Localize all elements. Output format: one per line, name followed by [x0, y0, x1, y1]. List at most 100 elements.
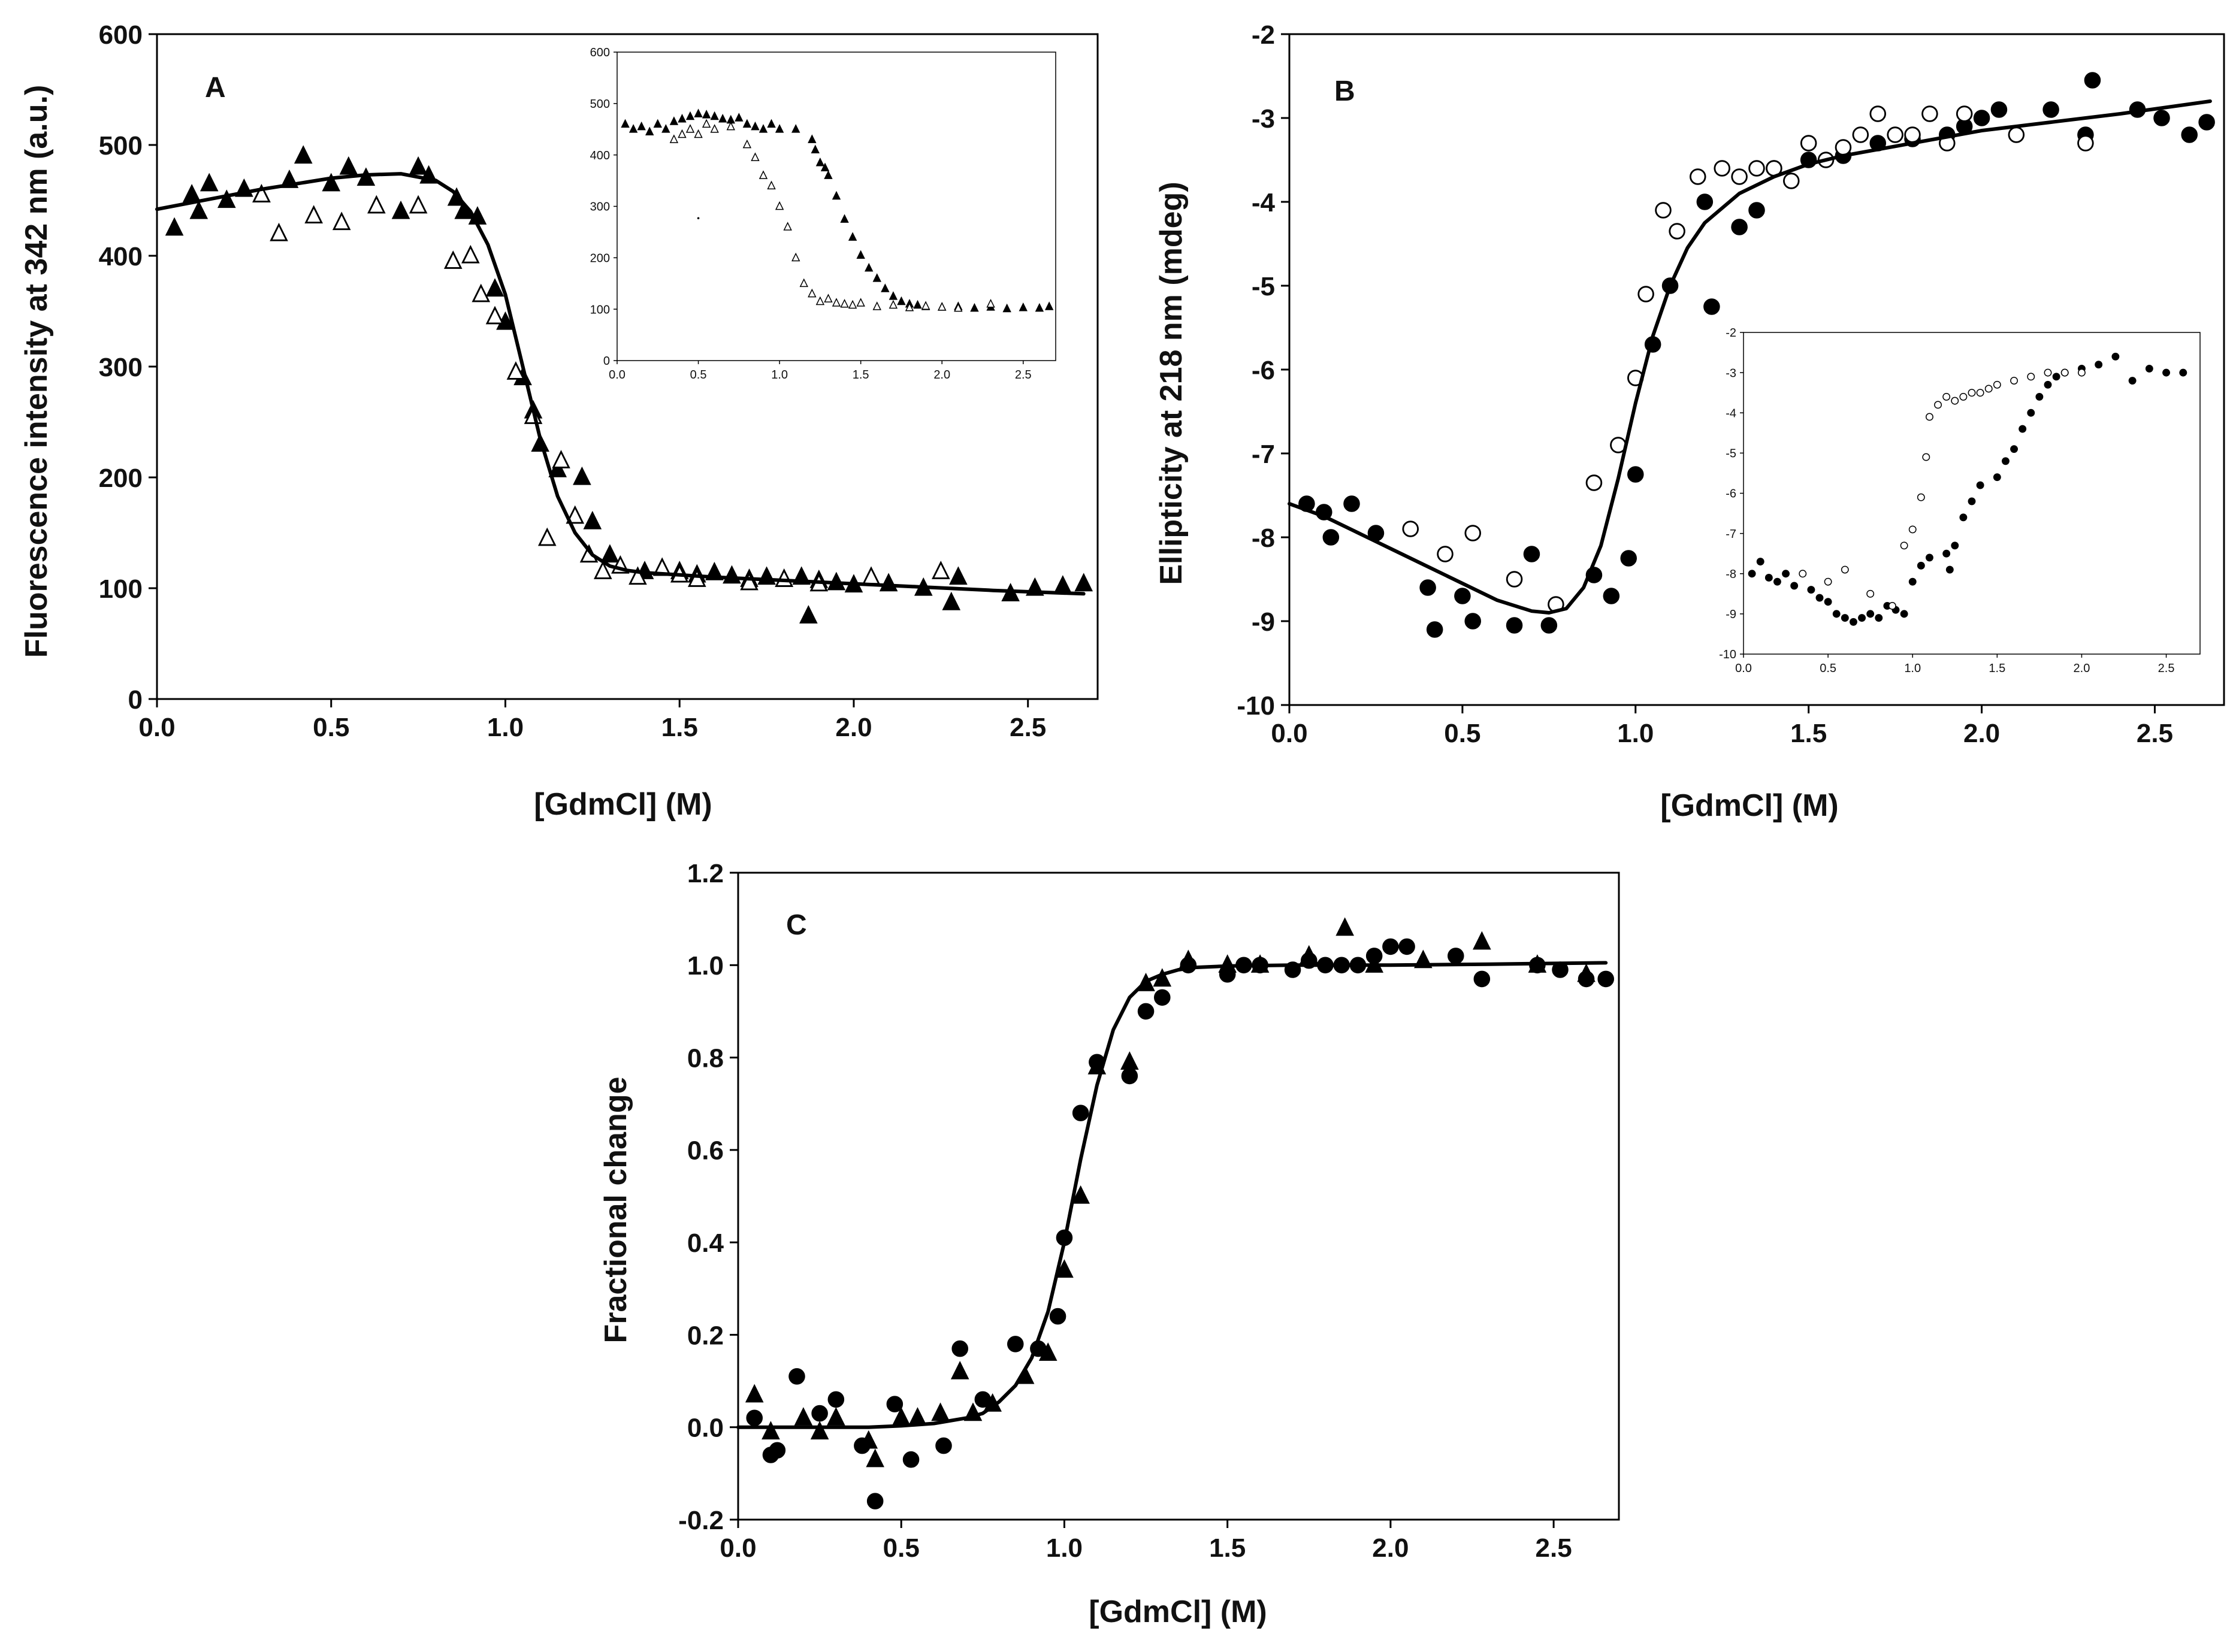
panel-b-inset-series-open-circles-point: [1917, 493, 1925, 501]
panel-c-series-filled-triangles-point: [1120, 1051, 1139, 1070]
panel-a-inset-series-isolated-point: [697, 217, 700, 220]
panel-a-y-axis-title: Fluorescence intensity at 342 nm (a.u.): [19, 85, 54, 658]
panel-b-inset-series-filled-circles-point: [1815, 594, 1824, 602]
panel-a-inset-x-tick-label: 0.0: [609, 368, 626, 382]
panel-a-inset-y-tick-label: 300: [590, 201, 610, 214]
panel-a-inset-series-open-triangles-point: [742, 139, 752, 149]
panel-a-y-tick-label: 300: [99, 353, 143, 382]
panel-c-x-tick-label: 0.5: [883, 1533, 920, 1563]
panel-c-y-tick-label: -0.2: [678, 1506, 724, 1535]
panel-a-series-open-triangles-point: [740, 571, 759, 591]
panel-b-series-filled-circles-point: [1343, 495, 1360, 512]
panel-b-y-tick-label: -3: [1252, 104, 1275, 134]
panel-c-series-filled-triangles-point: [827, 1407, 845, 1426]
panel-b-series-open-circles-point: [1852, 126, 1869, 143]
panel-b-inset-series-open-circles-point: [1866, 589, 1875, 598]
panel-a-label: A: [205, 72, 226, 104]
panel-a-inset-series-filled-triangles-point: [759, 124, 768, 133]
panel-a-inset-y-tick-label: 200: [590, 252, 610, 265]
panel-c-y-tick-label: 0.8: [687, 1043, 724, 1073]
panel-b-y-tick-label: -6: [1252, 356, 1275, 385]
panel-c-series-filled-circles-point: [886, 1396, 904, 1412]
panel-a-inset-background: [617, 52, 1056, 361]
panel-b-x-tick-label: 1.0: [1617, 719, 1654, 748]
panel-c-series-filled-circles-point: [1137, 1003, 1155, 1020]
panel-a-inset-series-filled-triangles-point: [694, 108, 703, 117]
panel-b-inset-x-tick-label: 0.5: [1820, 662, 1836, 675]
panel-c-series-filled-triangles-point: [762, 1421, 780, 1440]
panel-c-y-tick-label: 1.2: [687, 859, 724, 888]
panel-b-inset-series-filled-circles-point: [1849, 618, 1857, 626]
panel-a-inset-series-filled-triangles-point: [742, 119, 752, 128]
panel-c-frame: [737, 872, 1620, 1521]
panel-b-y-tick-label: -5: [1252, 272, 1275, 301]
panel-b-series-filled-circles-point: [2084, 72, 2101, 89]
panel-b-inset-series-filled-circles-point: [1858, 614, 1866, 622]
panel-a-y-tick-label: 600: [99, 20, 143, 50]
panel-b-inset-x-tick-label: 2.0: [2074, 662, 2090, 675]
panel-b-y-tick-label: -2: [1252, 20, 1275, 50]
panel-b-inset-series-filled-circles-point: [1900, 610, 1908, 618]
panel-a-inset-series-filled-triangles-point: [848, 232, 857, 241]
panel-a-inset-y-tick-label: 100: [590, 303, 610, 316]
panel-a-inset: 0.0 0.5 1.0 1.5 2.0 2.5 0 100 200 300 400 500 600: [590, 46, 1056, 382]
panel-c-series-filled-circles-point: [746, 1409, 763, 1427]
panel-b-inset-series-open-circles-point: [1908, 525, 1917, 534]
panel-b-inset-series-filled-circles-point: [2035, 392, 2044, 401]
panel-a-inset-series-open-triangles-point: [669, 134, 679, 143]
panel-b-inset-y-tick-label: -2: [1726, 326, 1736, 340]
panel-b-inset-series-filled-circles: [1748, 352, 2187, 626]
panel-b-y-tick-label: -9: [1252, 607, 1275, 637]
panel-b-inset-series-filled-circles-point: [2145, 364, 2153, 373]
panel-c-series-fit-line: [736, 961, 1608, 1429]
panel-a-series-filled-triangles-point: [1074, 573, 1093, 592]
panel-a-series-open-triangles-point: [552, 450, 570, 468]
panel-a-inset-series-open-triangles-point: [799, 278, 808, 288]
panel-a-inset-series-filled-triangles-point: [1035, 302, 1044, 312]
panel-c-series-filled-triangles-point: [1300, 945, 1319, 964]
panel-a-inset-series-open-triangles-point: [791, 252, 800, 262]
panel-a-inset-x-tick-label: 2.5: [1015, 368, 1032, 382]
panel-a-inset-series-open-triangles-point: [986, 298, 995, 308]
panel-a-series-open-triangles-point: [252, 184, 271, 202]
panel-a-inset-series-filled-triangles-point: [645, 126, 654, 135]
panel-a-x-tick-label: 1.0: [487, 713, 524, 742]
panel-b-plot-area: 0.0 0.5 1.0 1.5 2.0 2.5 -10 -9 -8 -7 -6 -5 -4 -3 -2: [1237, 20, 2225, 748]
panel-b-series-filled-circles-point: [1990, 101, 2008, 118]
panel-a-inset-series-filled-triangles-point: [629, 124, 638, 133]
panel-b-inset-y-tick-label: -7: [1726, 528, 1736, 541]
panel-a-inset-series-filled-triangles-point: [897, 296, 906, 305]
panel-a-inset-series-filled-triangles-point: [808, 134, 817, 143]
panel-a-inset-x-tick-label: 2.0: [933, 368, 950, 382]
panel-c-label: C: [786, 909, 807, 941]
panel-c-series-filled-triangles-point: [745, 1384, 764, 1403]
panel-a-inset-series-open-triangles-point: [726, 121, 735, 131]
panel-a-inset-series-filled-triangles-point: [669, 116, 679, 125]
panel-b-series-filled-circles-point: [1540, 617, 1558, 634]
panel-a-inset-series-filled-triangles-point: [767, 119, 776, 128]
panel-b-series-filled-circles-point: [1523, 546, 1540, 562]
panel-a-inset-series-open-triangles: [669, 119, 995, 312]
panel-a-inset-y-tick-label: 600: [590, 46, 610, 59]
panel-a-series-open-triangles-point: [932, 561, 950, 579]
panel-c-x-tick-label: 1.0: [1046, 1533, 1083, 1563]
panel-a-inset-series-open-triangles-point: [767, 180, 776, 190]
panel-b-series-filled-circles-point: [1696, 193, 1714, 210]
panel-a-series-filled-triangles-point: [294, 145, 313, 164]
panel-c-series-filled-triangles-point: [1038, 1342, 1057, 1361]
panel-a-series-open-triangles-point: [332, 211, 351, 231]
panel-a-series-open-triangles-point: [566, 505, 585, 524]
panel-b-series-filled-circles-point: [1454, 588, 1471, 604]
panel-b-y-tick-label: -10: [1237, 691, 1275, 721]
panel-a-series-filled-triangles-point: [548, 458, 567, 477]
panel-b-inset-series-filled-circles-point: [1841, 614, 1849, 622]
panel-b-series-filled-circles-point: [2198, 114, 2215, 131]
panel-a-series-filled-triangles-point: [949, 566, 968, 585]
panel-b-series-filled-circles-point: [1603, 588, 1620, 604]
panel-b-inset-series-filled-circles-point: [2162, 368, 2171, 377]
panel-a-inset-series-open-triangles-point: [694, 129, 703, 138]
panel-b-inset-series-filled-circles-point: [1959, 513, 1968, 522]
panel-b-inset-series-filled-circles-point: [1866, 610, 1875, 618]
panel-c-x-tick-label: 2.5: [1536, 1533, 1572, 1563]
